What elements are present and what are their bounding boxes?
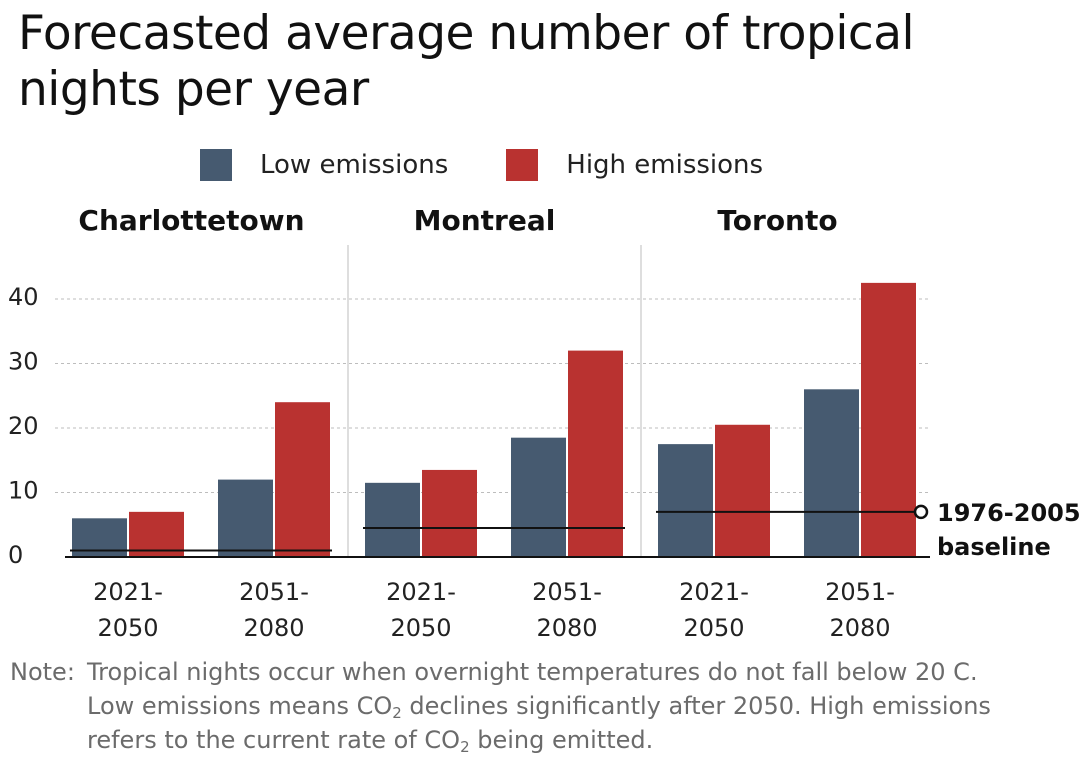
note-line-2: Low emissions means CO2 declines signifi… [10, 689, 1070, 723]
x-tick-label: 2080 [243, 614, 304, 642]
bar-high-montreal-1 [568, 350, 623, 557]
x-tick-label: 2051- [532, 578, 602, 606]
note-sub-3: 2 [460, 738, 470, 756]
bar-high-toronto-0 [715, 424, 770, 557]
baseline-label: 1976-2005 [937, 499, 1080, 527]
note-text-3b: being emitted. [469, 726, 654, 754]
note-line-3: refers to the current rate of CO2 being … [10, 723, 1070, 757]
bar-high-charlottetown-1 [275, 402, 330, 557]
note-text-2b: declines significantly after 2050. High … [401, 692, 991, 720]
x-tick-label: 2051- [825, 578, 895, 606]
y-tick-label: 40 [8, 283, 39, 311]
bar-high-charlottetown-0 [129, 511, 184, 557]
chart-title: Forecasted average number of tropical ni… [18, 6, 915, 117]
y-tick-label: 0 [8, 541, 23, 569]
y-tick-label: 10 [8, 477, 39, 505]
x-tick-label: 2051- [239, 578, 309, 606]
panel-title-montreal: Montreal [414, 204, 556, 237]
note-prefix: Note: [10, 658, 75, 686]
bar-low-toronto-1 [804, 389, 859, 557]
bar-low-toronto-0 [658, 444, 713, 557]
x-tick-label: 2021- [679, 578, 749, 606]
x-tick-label: 2080 [829, 614, 890, 642]
bar-high-montreal-0 [422, 469, 477, 557]
legend-item-low: Low emissions [200, 149, 448, 181]
x-tick-label: 2021- [386, 578, 456, 606]
note-text-2a: Low emissions means CO [87, 692, 393, 720]
x-tick-label: 2050 [390, 614, 451, 642]
y-tick-label: 30 [8, 348, 39, 376]
bar-low-charlottetown-1 [218, 479, 273, 557]
legend: Low emissions High emissions [200, 147, 821, 183]
legend-swatch-high [506, 149, 539, 181]
baseline-marker [913, 504, 929, 520]
panel-title-charlottetown: Charlottetown [78, 204, 304, 237]
note-text-1: Tropical nights occur when overnight tem… [87, 658, 978, 686]
legend-label-high: High emissions [566, 150, 764, 180]
legend-swatch-low [200, 149, 232, 181]
x-tick-label: 2050 [97, 614, 158, 642]
bar-chart: 0 10 20 30 40 Charlottetown 2021- 2050 2051- 2080… [8, 204, 1080, 642]
legend-label-low: Low emissions [260, 150, 449, 180]
note-sub-2: 2 [392, 704, 402, 722]
note-text-3a: refers to the current rate of CO [87, 726, 461, 754]
bar-low-montreal-1 [511, 437, 566, 557]
x-tick-label: 2021- [93, 578, 163, 606]
panel-title-toronto: Toronto [717, 204, 837, 237]
baseline-label: baseline [937, 533, 1051, 561]
x-tick-label: 2080 [536, 614, 597, 642]
legend-item-high: High emissions [506, 149, 763, 181]
y-tick-label: 20 [8, 412, 39, 440]
note-line-1: Note: Tropical nights occur when overnigh… [10, 655, 1070, 689]
x-tick-label: 2050 [683, 614, 744, 642]
bar-low-montreal-0 [365, 482, 420, 557]
chart-note: Note: Tropical nights occur when overnigh… [10, 655, 1070, 757]
bar-high-toronto-1 [861, 282, 916, 557]
